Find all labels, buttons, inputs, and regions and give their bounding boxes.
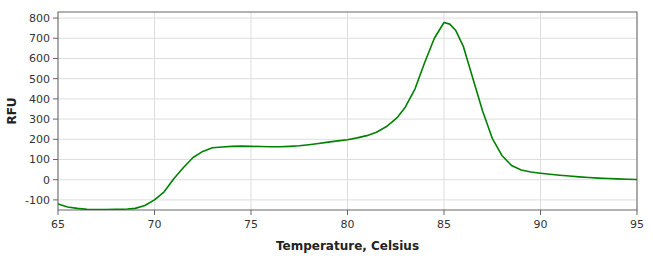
grid-line-y <box>58 98 637 99</box>
tick-label-x: 90 <box>534 218 548 231</box>
tick-y <box>53 58 58 59</box>
chart: 65 70 75 80 85 90 95 -100 0 100 200 300 400 500 600 700… <box>0 0 653 260</box>
tick-label-y: 600 <box>29 52 50 65</box>
tick-label-y: 400 <box>29 93 50 106</box>
tick-label-y: 700 <box>29 32 50 45</box>
data-line <box>58 23 637 210</box>
tick-y <box>53 38 58 39</box>
y-axis-label: RFU <box>5 97 19 124</box>
tick-x <box>540 210 541 215</box>
axes: 65 70 75 80 85 90 95 -100 0 100 200 300 400 500 600 700… <box>25 12 644 231</box>
tick-label-x: 65 <box>51 218 65 231</box>
tick-label-y: 500 <box>29 73 50 86</box>
grid-line-y <box>58 18 637 19</box>
tick-label-x: 75 <box>244 218 258 231</box>
tick-y <box>53 78 58 79</box>
tick-y <box>53 98 58 99</box>
tick-y <box>53 119 58 120</box>
tick-label-x: 70 <box>148 218 162 231</box>
tick-y <box>53 18 58 19</box>
tick-y <box>53 199 58 200</box>
tick-x <box>251 210 252 215</box>
grid-line-y <box>58 58 637 59</box>
tick-y <box>53 139 58 140</box>
grid-line-x <box>154 12 155 210</box>
grid-line-x <box>347 12 348 210</box>
grid-line-x <box>251 12 252 210</box>
grid-line-y <box>58 119 637 120</box>
tick-label-y: 200 <box>29 133 50 146</box>
grid-line-y <box>58 199 637 200</box>
grid-line-x <box>540 12 541 210</box>
tick-y <box>53 179 58 180</box>
grid-line-y <box>58 38 637 39</box>
x-axis-label: Temperature, Celsius <box>276 239 419 253</box>
tick-y <box>53 159 58 160</box>
grid-line-y <box>58 159 637 160</box>
grid-line-y <box>58 179 637 180</box>
grid <box>58 12 637 210</box>
tick-x <box>347 210 348 215</box>
tick-x <box>444 210 445 215</box>
tick-label-y: 0 <box>43 174 50 187</box>
tick-label-y: 300 <box>29 113 50 126</box>
tick-label-x: 85 <box>437 218 451 231</box>
tick-x <box>58 210 59 215</box>
tick-x <box>637 210 638 215</box>
grid-line-y <box>58 78 637 79</box>
tick-label-x: 95 <box>630 218 644 231</box>
plot-frame <box>58 12 637 210</box>
plot-data <box>58 23 637 210</box>
tick-label-y: 100 <box>29 153 50 166</box>
grid-line-x <box>444 12 445 210</box>
tick-label-y: 800 <box>29 12 50 25</box>
tick-x <box>154 210 155 215</box>
tick-label-x: 80 <box>341 218 355 231</box>
tick-label-y: -100 <box>25 194 50 207</box>
